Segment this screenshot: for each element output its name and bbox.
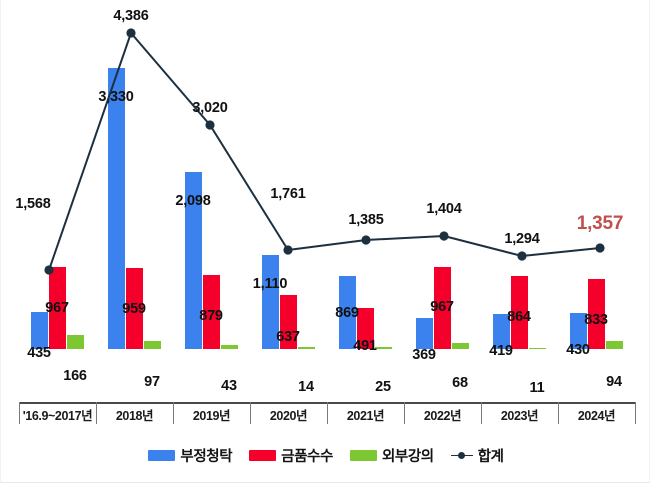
bar-value-label: 166 xyxy=(63,368,87,384)
chart-legend: 부정청탁 금품수수 외부강의 합계 xyxy=(1,440,650,470)
category-label: 2020년 xyxy=(269,409,308,423)
total-value-label: 4,386 xyxy=(113,8,149,24)
bar-value-label: 833 xyxy=(584,312,608,328)
total-line-point xyxy=(205,120,215,130)
bar-외부강의 xyxy=(529,348,546,349)
bar-value-label: 869 xyxy=(335,305,359,321)
bar-value-label: 43 xyxy=(221,378,237,394)
total-line-point xyxy=(595,243,605,253)
legend-item-금품수수[interactable]: 금품수수 xyxy=(249,445,333,466)
legend-item-합계[interactable]: 합계 xyxy=(450,445,504,466)
total-line-point xyxy=(439,231,449,241)
bar-value-label: 959 xyxy=(122,301,146,317)
bar-외부강의 xyxy=(298,347,315,349)
bar-금품수수 xyxy=(434,267,451,349)
legend-item-부정청탁[interactable]: 부정청탁 xyxy=(148,445,233,466)
total-value-label: 1,568 xyxy=(15,196,51,212)
total-line-point xyxy=(283,245,293,255)
legend-swatch-icon xyxy=(249,449,277,461)
total-value-label: 3,020 xyxy=(192,100,228,116)
bar-금품수수 xyxy=(49,267,66,349)
axis-tick xyxy=(404,402,405,424)
legend-swatch-icon xyxy=(148,449,176,461)
category-label: 2023년 xyxy=(500,409,539,423)
bar-부정청탁 xyxy=(31,312,48,349)
category-label: 2018년 xyxy=(115,409,154,423)
bar-value-label: 879 xyxy=(199,308,223,324)
category-label: 2024년 xyxy=(577,409,616,423)
bar-외부강의 xyxy=(452,343,469,349)
bar-value-label: 2,098 xyxy=(175,193,211,209)
category-label: 2019년 xyxy=(192,409,231,423)
category-label: 2022년 xyxy=(423,409,462,423)
bar-금품수수 xyxy=(588,279,605,349)
bar-외부강의 xyxy=(606,341,623,349)
bar-value-label: 94 xyxy=(606,374,622,390)
bar-value-label: 419 xyxy=(489,343,513,359)
legend-item-외부강의[interactable]: 외부강의 xyxy=(349,445,434,466)
total-line-point xyxy=(517,251,527,261)
bar-외부강의 xyxy=(375,347,392,349)
bar-금품수수 xyxy=(203,275,220,349)
legend-label: 부정청탁 xyxy=(180,448,233,465)
bar-외부강의 xyxy=(67,335,84,349)
bar-외부강의 xyxy=(144,341,161,349)
bar-value-label: 430 xyxy=(566,342,590,358)
bar-value-label: 3,330 xyxy=(98,89,134,105)
total-value-label: 1,761 xyxy=(270,186,306,202)
category-label: '16.9~2017년 xyxy=(22,409,93,423)
bar-value-label: 14 xyxy=(298,379,314,395)
bar-value-label: 11 xyxy=(529,380,545,396)
axis-tick xyxy=(635,402,636,424)
bar-부정청탁 xyxy=(570,313,587,349)
plot-area: 435 967 166 '16.9~2017년 3,330 959 97 201… xyxy=(1,0,650,430)
bar-금품수수 xyxy=(511,276,528,349)
axis-tick xyxy=(327,402,328,424)
bar-부정청탁 xyxy=(493,314,510,349)
bar-금품수수 xyxy=(280,295,297,349)
bar-금품수수 xyxy=(357,308,374,349)
bar-value-label: 1,110 xyxy=(252,276,288,292)
axis-tick xyxy=(250,402,251,424)
axis-tick xyxy=(558,402,559,424)
legend-label: 금품수수 xyxy=(281,448,333,465)
total-value-label: 1,404 xyxy=(426,201,462,217)
bar-value-label: 967 xyxy=(45,300,69,316)
total-value-label: 1,294 xyxy=(504,231,540,247)
total-value-label-highlight: 1,357 xyxy=(576,213,624,234)
axis-tick xyxy=(481,402,482,424)
bar-금품수수 xyxy=(126,268,143,349)
total-line-point xyxy=(126,28,136,38)
bar-value-label: 967 xyxy=(430,299,454,315)
bar-value-label: 97 xyxy=(144,374,160,390)
bar-value-label: 68 xyxy=(452,375,468,391)
bar-value-label: 491 xyxy=(353,338,377,354)
bar-외부강의 xyxy=(221,345,238,349)
legend-label: 외부강의 xyxy=(381,448,434,465)
axis-tick xyxy=(173,402,174,424)
axis-tick xyxy=(19,402,20,424)
bar-value-label: 369 xyxy=(412,347,436,363)
total-value-label: 1,385 xyxy=(348,212,384,228)
bar-value-label: 435 xyxy=(27,345,51,361)
bar-부정청탁 xyxy=(416,318,433,349)
bar-value-label: 864 xyxy=(507,309,531,325)
total-line-point xyxy=(361,235,371,245)
bar-부정청탁 xyxy=(339,276,356,349)
legend-swatch-icon xyxy=(349,449,377,461)
axis-tick xyxy=(96,402,97,424)
total-line-series xyxy=(44,28,605,275)
bar-부정청탁 xyxy=(262,255,279,349)
legend-line-dot-icon xyxy=(450,450,473,461)
category-label: 2021년 xyxy=(346,409,385,423)
legend-label: 합계 xyxy=(477,448,504,465)
bar-value-label: 25 xyxy=(375,379,391,395)
bar-value-label: 637 xyxy=(276,329,300,345)
